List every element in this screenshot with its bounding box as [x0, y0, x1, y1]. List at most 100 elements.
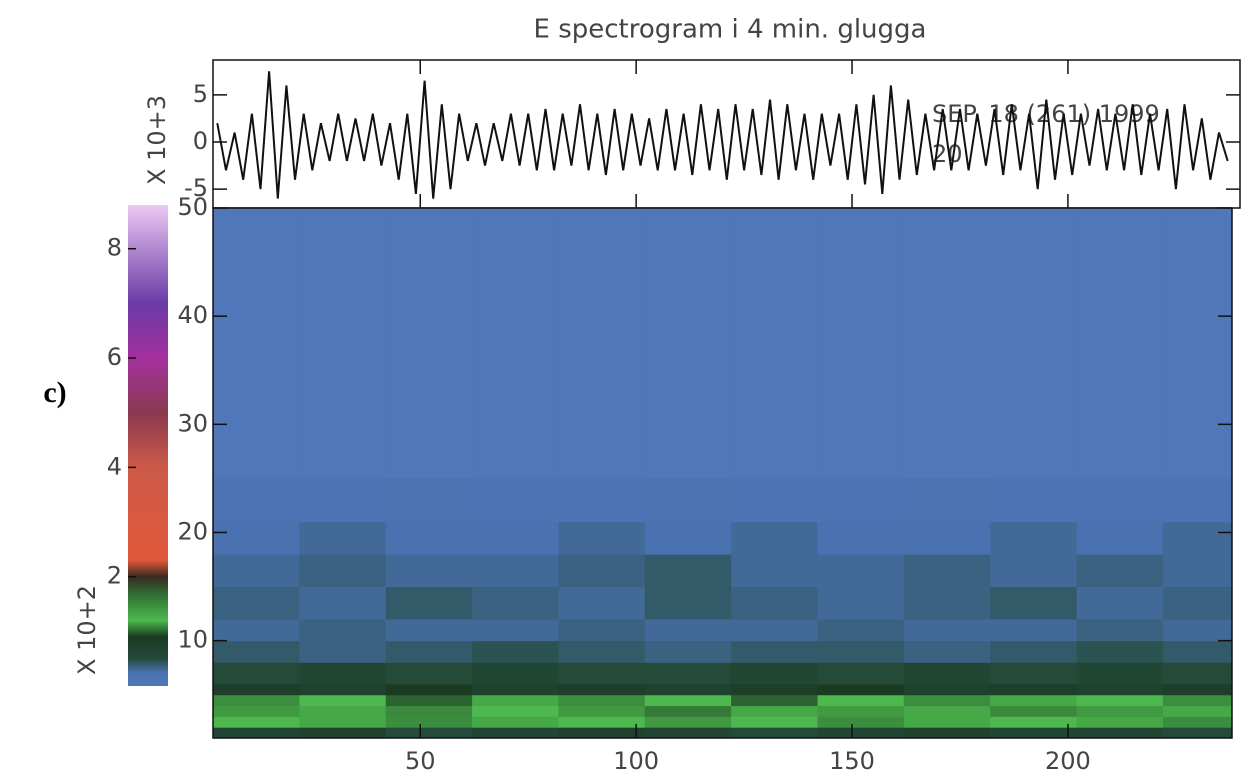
heatmap-cell	[213, 521, 300, 555]
heatmap-cell	[213, 208, 300, 479]
heatmap-cell	[558, 683, 646, 696]
heatmap-cell	[558, 478, 646, 523]
heatmap-cell	[731, 619, 818, 642]
x-tick-label: 200	[1045, 747, 1091, 775]
heatmap-cell	[558, 208, 646, 479]
heatmap-cell	[213, 727, 300, 739]
heatmap-cell	[644, 586, 732, 620]
heatmap-cell	[558, 694, 646, 707]
heatmap-cell	[817, 662, 905, 685]
heatmap-cell	[213, 586, 300, 620]
colorbar-label: X 10+2	[73, 585, 101, 675]
heatmap-cell	[299, 683, 387, 696]
heatmap-cell	[644, 705, 732, 717]
heatmap-cell	[1076, 208, 1164, 479]
heatmap-cell	[817, 478, 905, 523]
heatmap-cell	[299, 640, 387, 663]
heatmap-cell	[903, 521, 991, 555]
heatmap-cell	[299, 705, 387, 717]
heatmap-cell	[644, 208, 732, 479]
heatmap-cell	[472, 683, 559, 696]
plot-frame	[212, 207, 1233, 739]
heatmap-cell	[817, 694, 905, 707]
heatmap-cell	[472, 716, 559, 728]
heatmap-cell	[990, 521, 1078, 555]
heatmap-cell	[472, 586, 559, 620]
y-tick-label: 5	[193, 80, 208, 108]
heatmap-cell	[903, 208, 991, 479]
heatmap-cell	[1162, 521, 1233, 555]
colorbar-tick-label: 6	[107, 343, 122, 371]
heatmap-cell	[213, 694, 300, 707]
heatmap-cell	[213, 619, 300, 642]
heatmap-cell	[558, 521, 646, 555]
heatmap-cell	[644, 662, 732, 685]
heatmap-cell	[644, 478, 732, 523]
heatmap-cell	[213, 716, 300, 728]
heatmap-cell	[644, 683, 732, 696]
heatmap-cell	[213, 705, 300, 717]
heatmap-cell	[385, 705, 473, 717]
heatmap-cell	[1162, 208, 1233, 479]
heatmap-cell	[472, 554, 559, 588]
heatmap-cell	[472, 662, 559, 685]
heatmap-cell	[385, 716, 473, 728]
heatmap-cell	[385, 694, 473, 707]
heatmap-cell	[1076, 619, 1164, 642]
heatmap-cell	[817, 208, 905, 479]
heatmap-cell	[644, 727, 732, 739]
heatmap-cell	[1162, 705, 1233, 717]
heatmap-cell	[385, 662, 473, 685]
heatmap-cell	[1076, 716, 1164, 728]
heatmap-cell	[731, 640, 818, 663]
heatmap-cell	[644, 619, 732, 642]
y-tick-label: 40	[177, 301, 208, 329]
heatmap-cell	[1076, 640, 1164, 663]
heatmap-cell	[990, 705, 1078, 717]
heatmap-cell	[1076, 727, 1164, 739]
heatmap-cell	[213, 683, 300, 696]
heatmap-cell	[472, 208, 559, 479]
heatmap-cell	[1076, 478, 1164, 523]
heatmap-cell	[990, 683, 1078, 696]
colorbar-tick-label: 8	[107, 234, 122, 262]
heatmap-cell	[213, 640, 300, 663]
heatmap-cell	[385, 640, 473, 663]
heatmap-cell	[731, 478, 818, 523]
heatmap-cell	[1162, 662, 1233, 685]
heatmap-cell	[1076, 694, 1164, 707]
heatmap-cell	[472, 640, 559, 663]
heatmap-cell	[990, 640, 1078, 663]
x-tick-label: 100	[613, 747, 659, 775]
heatmap-cell	[817, 705, 905, 717]
heatmap-cell	[385, 683, 473, 696]
heatmap-cell	[903, 478, 991, 523]
heatmap-cell	[990, 727, 1078, 739]
heatmap-cell	[1162, 640, 1233, 663]
heatmap-cell	[1162, 727, 1233, 739]
heatmap-cell	[299, 586, 387, 620]
heatmap-cell	[299, 554, 387, 588]
heatmap-cell	[644, 640, 732, 663]
heatmap-cell	[990, 586, 1078, 620]
heatmap-cell	[903, 694, 991, 707]
heatmap-cell	[385, 727, 473, 739]
heatmap-cell	[903, 640, 991, 663]
heatmap-cell	[558, 662, 646, 685]
heatmap-cell	[472, 619, 559, 642]
heatmap-cell	[731, 727, 818, 739]
y-tick-label: -5	[184, 174, 208, 202]
heatmap-cell	[644, 716, 732, 728]
heatmap-cell	[903, 716, 991, 728]
heatmap-cell	[990, 208, 1078, 479]
heatmap-cell	[731, 694, 818, 707]
heatmap-cell	[817, 586, 905, 620]
heatmap-cell	[1076, 554, 1164, 588]
heatmap-cell	[731, 521, 818, 555]
heatmap-cell	[385, 586, 473, 620]
colorbar	[128, 205, 168, 686]
heatmap-cell	[558, 554, 646, 588]
heatmap-cell	[817, 716, 905, 728]
heatmap-cell	[1162, 683, 1233, 696]
